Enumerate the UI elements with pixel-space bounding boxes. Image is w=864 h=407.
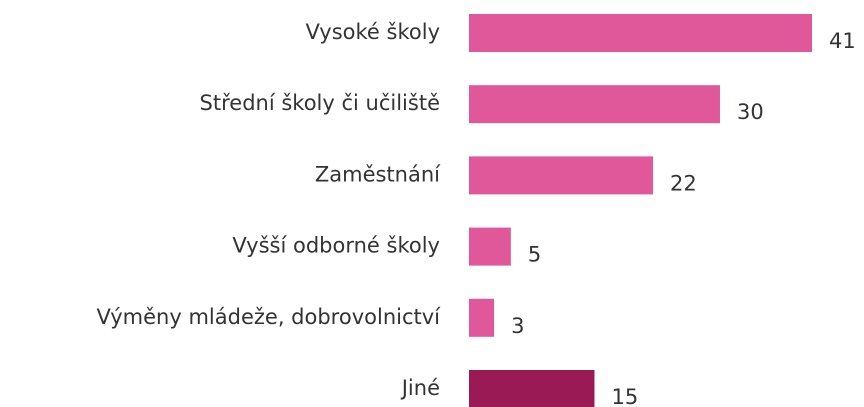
category-label: Vysoké školy xyxy=(306,20,441,44)
category-label: Výměny mládeže, dobrovolnictví xyxy=(96,305,441,329)
bar xyxy=(469,156,654,195)
value-label: 22 xyxy=(670,171,697,195)
bar xyxy=(469,227,511,266)
value-label: 30 xyxy=(737,100,764,124)
category-label: Zaměstnání xyxy=(315,162,441,186)
value-label: 15 xyxy=(611,385,638,407)
bar xyxy=(469,85,720,124)
bar xyxy=(469,298,495,337)
category-label: Vyšší odborné školy xyxy=(232,234,440,258)
value-label: 5 xyxy=(528,243,541,267)
value-label: 3 xyxy=(511,314,524,338)
bar xyxy=(469,370,595,407)
category-label: Střední školy či učiliště xyxy=(200,91,440,115)
category-label: Jiné xyxy=(400,376,440,400)
value-label: 41 xyxy=(829,29,856,53)
bar xyxy=(469,14,812,52)
